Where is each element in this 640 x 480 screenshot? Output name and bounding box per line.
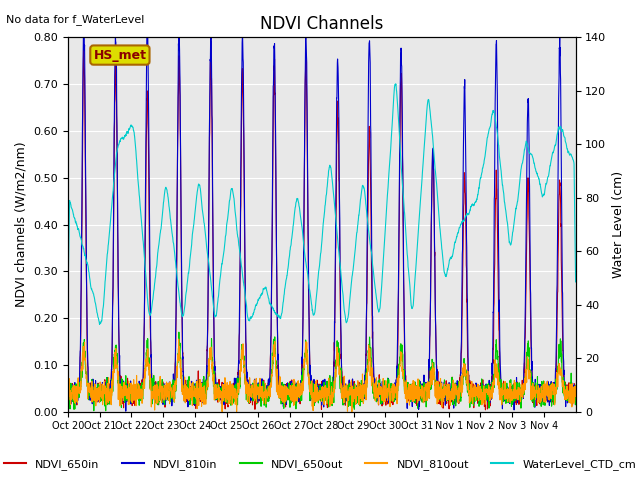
Text: HS_met: HS_met bbox=[93, 48, 147, 61]
Y-axis label: NDVI channels (W/m2/nm): NDVI channels (W/m2/nm) bbox=[15, 142, 28, 307]
Y-axis label: Water Level (cm): Water Level (cm) bbox=[612, 171, 625, 278]
Legend: NDVI_650in, NDVI_810in, NDVI_650out, NDVI_810out, WaterLevel_CTD_cm: NDVI_650in, NDVI_810in, NDVI_650out, NDV… bbox=[0, 455, 640, 474]
Title: NDVI Channels: NDVI Channels bbox=[260, 15, 383, 33]
Text: No data for f_WaterLevel: No data for f_WaterLevel bbox=[6, 13, 145, 24]
